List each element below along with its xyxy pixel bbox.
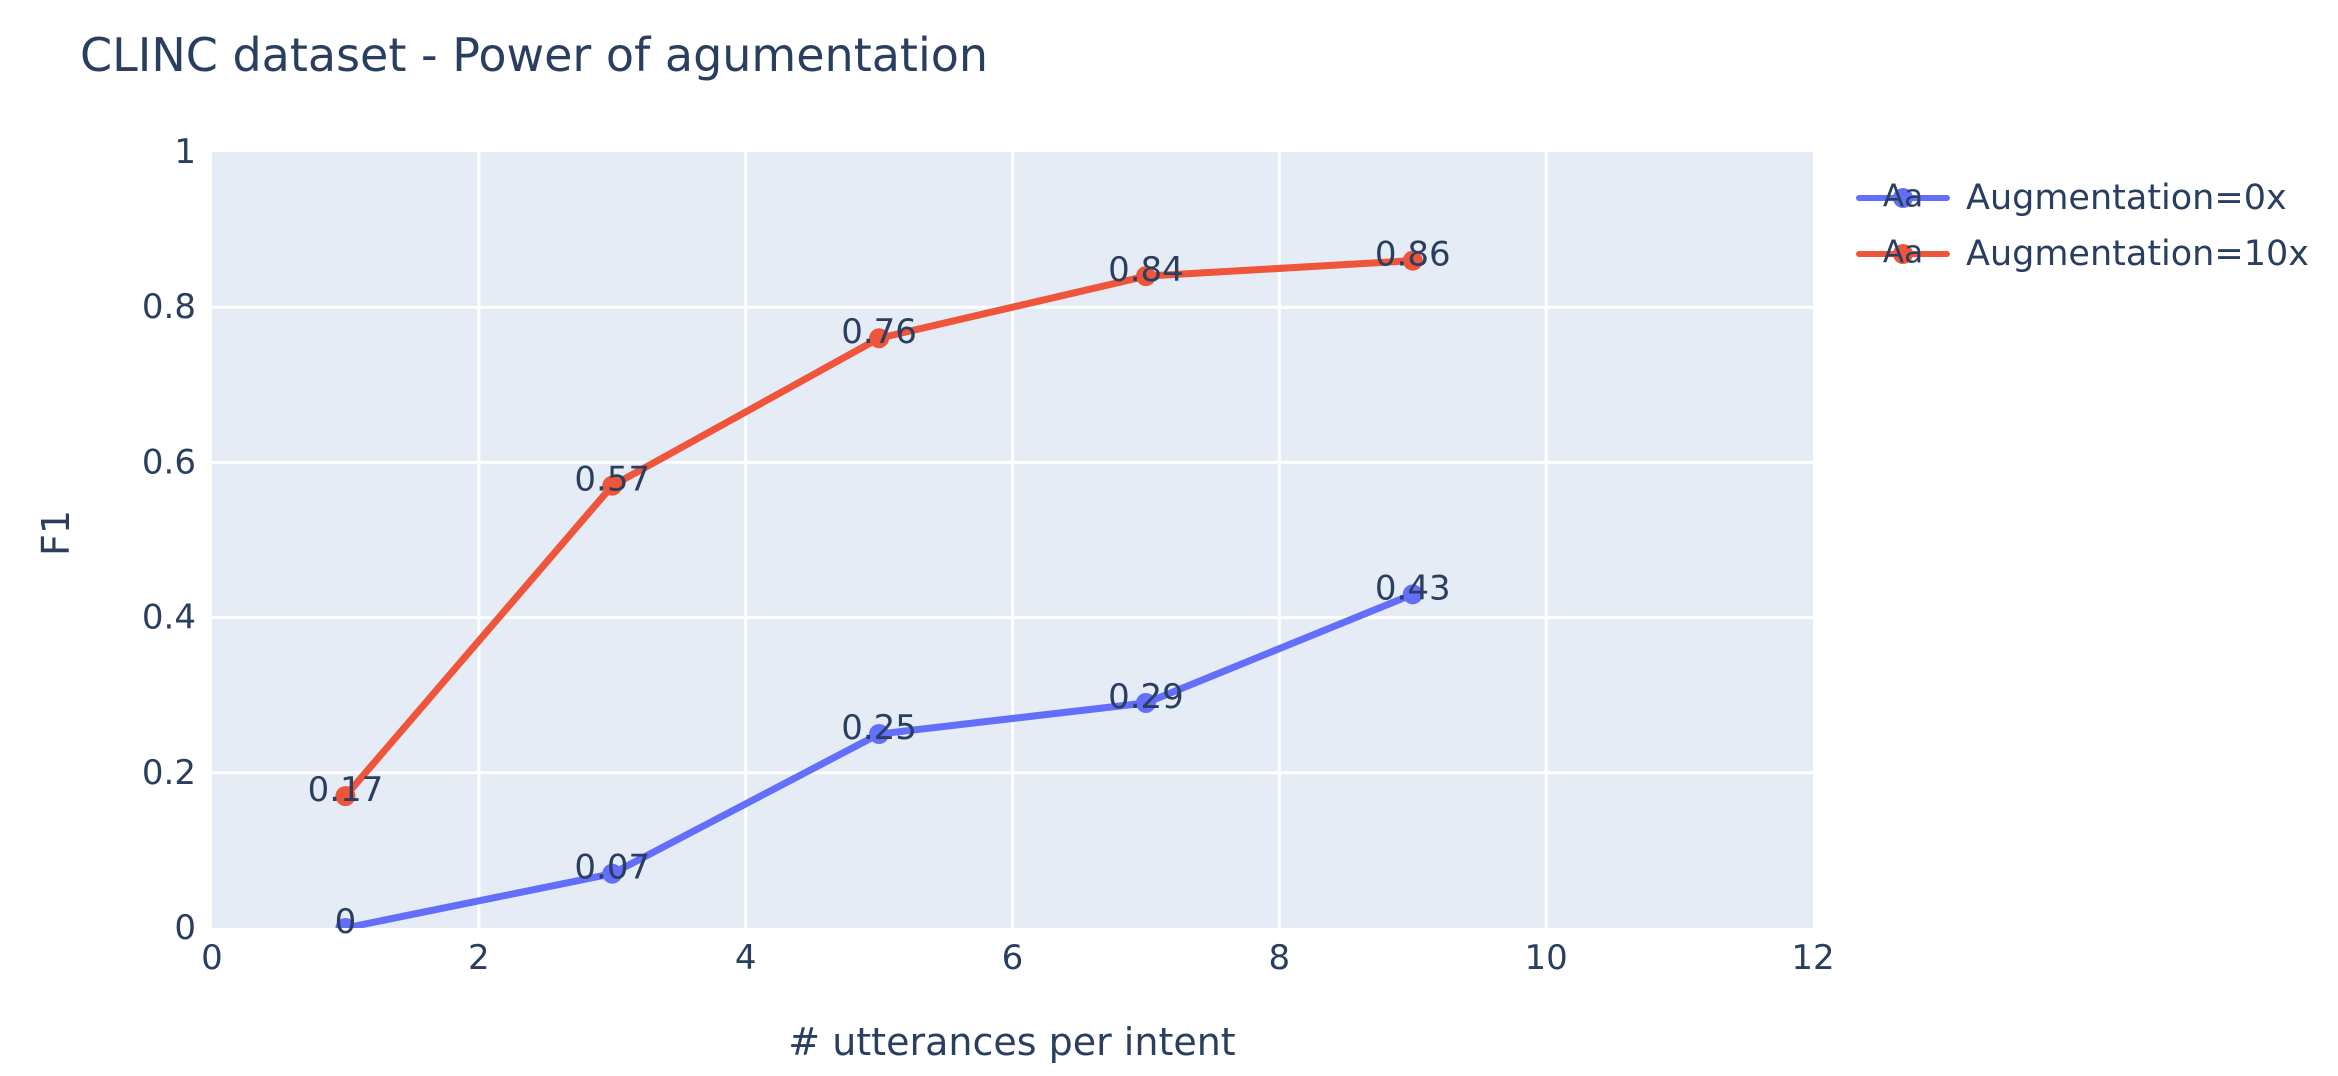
data-point-label: 0.86 — [1375, 235, 1451, 275]
data-point-label: 0.17 — [308, 770, 384, 810]
data-point-label: 0.57 — [574, 460, 650, 500]
data-point-marker[interactable] — [1402, 584, 1423, 605]
data-point-label: 0.76 — [841, 312, 917, 352]
legend-label: Augmentation=10x — [1966, 234, 2309, 274]
y-tick-label: 0.8 — [142, 287, 196, 327]
y-tick-label: 0.4 — [142, 598, 196, 638]
data-point-label: 0.43 — [1375, 568, 1451, 608]
data-point-marker[interactable] — [1135, 266, 1156, 287]
y-axis-title: F1 — [34, 509, 78, 557]
y-tick-label: 0.6 — [142, 442, 196, 482]
data-point-marker[interactable] — [602, 863, 623, 884]
legend-marker-dot — [1893, 244, 1913, 264]
legend-sample-text: Aa — [1882, 234, 1924, 271]
data-point-marker[interactable] — [335, 918, 356, 938]
series-group — [335, 250, 1423, 938]
x-tick-label: 12 — [1791, 938, 1834, 978]
x-tick-label: 6 — [1002, 938, 1024, 978]
legend-label: Augmentation=0x — [1966, 178, 2287, 218]
x-tick-label: 10 — [1525, 938, 1568, 978]
x-tick-label: 0 — [201, 938, 223, 978]
data-point-marker[interactable] — [602, 475, 623, 496]
data-point-marker[interactable] — [1135, 692, 1156, 713]
chart-title: CLINC dataset - Power of agumentation — [80, 28, 989, 82]
y-tick-label: 0.2 — [142, 753, 196, 793]
legend-marker-dot — [1893, 188, 1913, 208]
data-point-label: 0.29 — [1108, 677, 1184, 717]
legend-swatch: Aa — [1856, 226, 1950, 282]
data-point-label: 0 — [335, 902, 357, 942]
data-point-marker[interactable] — [335, 786, 356, 807]
y-tick-label: 1 — [174, 132, 196, 172]
y-tick-label: 0 — [174, 908, 196, 948]
data-point-label: 0.25 — [841, 708, 917, 748]
x-tick-label: 4 — [735, 938, 757, 978]
legend-item-augmentation-0x[interactable]: Aa Augmentation=0x — [1856, 170, 2309, 226]
x-tick-label: 2 — [468, 938, 490, 978]
data-point-label: 0.07 — [574, 848, 650, 888]
data-point-marker[interactable] — [1402, 250, 1423, 271]
legend-swatch: Aa — [1856, 170, 1950, 226]
legend-item-augmentation-10x[interactable]: Aa Augmentation=10x — [1856, 226, 2309, 282]
data-point-label: 0.84 — [1108, 250, 1184, 290]
x-axis-title: # utterances per intent — [788, 1020, 1236, 1064]
x-tick-label: 8 — [1269, 938, 1291, 978]
data-point-marker[interactable] — [869, 724, 890, 744]
legend: Aa Augmentation=0x Aa Augmentation=10x — [1856, 170, 2309, 282]
data-point-marker[interactable] — [869, 328, 890, 349]
legend-sample-text: Aa — [1882, 178, 1924, 215]
